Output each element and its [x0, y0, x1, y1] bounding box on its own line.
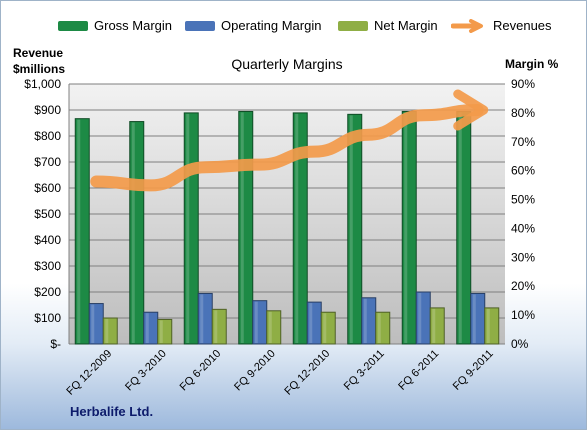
gross-margin-bar-highlight: [131, 122, 135, 343]
x-tick-label: FQ 12-2009: [64, 348, 114, 398]
x-tick-label: FQ 12-2010: [282, 348, 332, 398]
revenues-arrow-icon: [451, 18, 483, 33]
net-margin-bar-highlight: [214, 310, 218, 343]
revenues-line: [90, 104, 484, 192]
right-tick-label: 60%: [511, 164, 535, 178]
left-tick-label: $600: [34, 181, 61, 195]
x-tick-label: FQ 3-2011: [342, 348, 387, 393]
legend-label-net-margin: Net Margin: [374, 18, 438, 33]
left-axis-title: Revenue $millions: [13, 45, 65, 77]
net-margin-bar: [429, 307, 445, 345]
operating-margin-bar-highlight: [145, 313, 149, 343]
gross-margin-bar-highlight: [458, 112, 462, 343]
net-margin-bar-highlight: [268, 311, 272, 343]
left-tick-label: $800: [34, 129, 61, 143]
right-tick-label: 10%: [511, 308, 535, 322]
x-tick-label: FQ 6-2010: [178, 348, 224, 394]
legend-revenues: Revenues: [451, 18, 552, 33]
right-tick-label: 80%: [511, 106, 535, 120]
gross-margin-bar: [129, 121, 145, 345]
company-name: Herbalife Ltd.: [70, 404, 154, 419]
right-tick-label: 70%: [511, 135, 535, 149]
right-axis-title: Margin %: [505, 57, 559, 71]
right-tick-label: 40%: [511, 221, 535, 235]
gross-margin-bar-highlight: [349, 115, 353, 343]
net-margin-bar: [375, 311, 391, 345]
left-axis-title-line2: $millions: [13, 62, 66, 76]
net-margin-bar-highlight: [105, 319, 109, 343]
net-margin-bar-highlight: [486, 308, 490, 343]
operating-margin-bar-highlight: [200, 294, 204, 343]
right-tick-label: 50%: [511, 193, 535, 207]
gross-margin-bar-highlight: [404, 112, 408, 343]
right-tick-label: 20%: [511, 279, 535, 293]
operating-margin-bar-highlight: [363, 298, 367, 343]
right-tick-label: 30%: [511, 250, 535, 264]
left-tick-label: $100: [34, 311, 61, 325]
x-tick-label: FQ 6-2011: [396, 348, 441, 393]
legend-gross-margin: Gross Margin: [58, 18, 172, 33]
net-margin-bar: [102, 317, 118, 345]
left-tick-label: $300: [34, 259, 61, 273]
operating-margin-bar-highlight: [472, 294, 476, 343]
left-tick-label: $900: [34, 103, 61, 117]
operating-margin-swatch: [185, 20, 215, 31]
gross-margin-bar: [347, 113, 363, 345]
gross-margin-bar: [74, 118, 90, 345]
left-tick-label: $1,000: [24, 77, 61, 91]
gross-margin-bar-highlight: [77, 119, 81, 344]
net-margin-bar: [320, 311, 336, 345]
gross-margin-bar-highlight: [240, 112, 244, 343]
legend-label-operating-margin: Operating Margin: [221, 18, 322, 33]
net-margin-bar-highlight: [323, 313, 327, 343]
operating-margin-bar-highlight: [254, 301, 258, 343]
legend-label-revenues: Revenues: [493, 18, 552, 33]
left-axis-title-line1: Revenue: [13, 46, 64, 60]
net-margin-swatch: [338, 20, 368, 31]
left-tick-label: $500: [34, 207, 61, 221]
net-margin-bar-highlight: [432, 308, 436, 343]
gross-margin-bar-highlight: [295, 113, 299, 343]
gross-margin-swatch: [58, 20, 88, 31]
left-tick-label: $-: [50, 337, 61, 351]
x-tick-label: FQ 3-2010: [123, 348, 169, 394]
net-margin-bar: [484, 307, 500, 345]
left-tick-label: $200: [34, 285, 61, 299]
revenues-arrowhead: [453, 89, 489, 131]
chart-title: Quarterly Margins: [231, 56, 342, 72]
legend-operating-margin: Operating Margin: [185, 18, 321, 33]
right-tick-label: 90%: [511, 77, 535, 91]
operating-margin-bar-highlight: [309, 303, 313, 343]
legend-label-gross-margin: Gross Margin: [94, 18, 173, 33]
operating-margin-bar-highlight: [91, 304, 95, 343]
right-tick-label: 0%: [511, 337, 529, 351]
x-tick-label: FQ 9-2011: [451, 348, 496, 393]
operating-margin-bar-highlight: [418, 293, 422, 343]
net-margin-bar: [157, 318, 173, 345]
net-margin-bar-highlight: [159, 320, 163, 343]
legend-net-margin: Net Margin: [338, 18, 438, 33]
left-tick-label: $700: [34, 155, 61, 169]
net-margin-bar-highlight: [377, 313, 381, 343]
gross-margin-bar: [292, 112, 308, 345]
left-tick-label: $400: [34, 233, 61, 247]
net-margin-bar: [266, 310, 282, 345]
net-margin-bar: [211, 308, 227, 345]
x-tick-label: FQ 9-2010: [232, 348, 278, 394]
gross-margin-bar-highlight: [186, 113, 190, 343]
